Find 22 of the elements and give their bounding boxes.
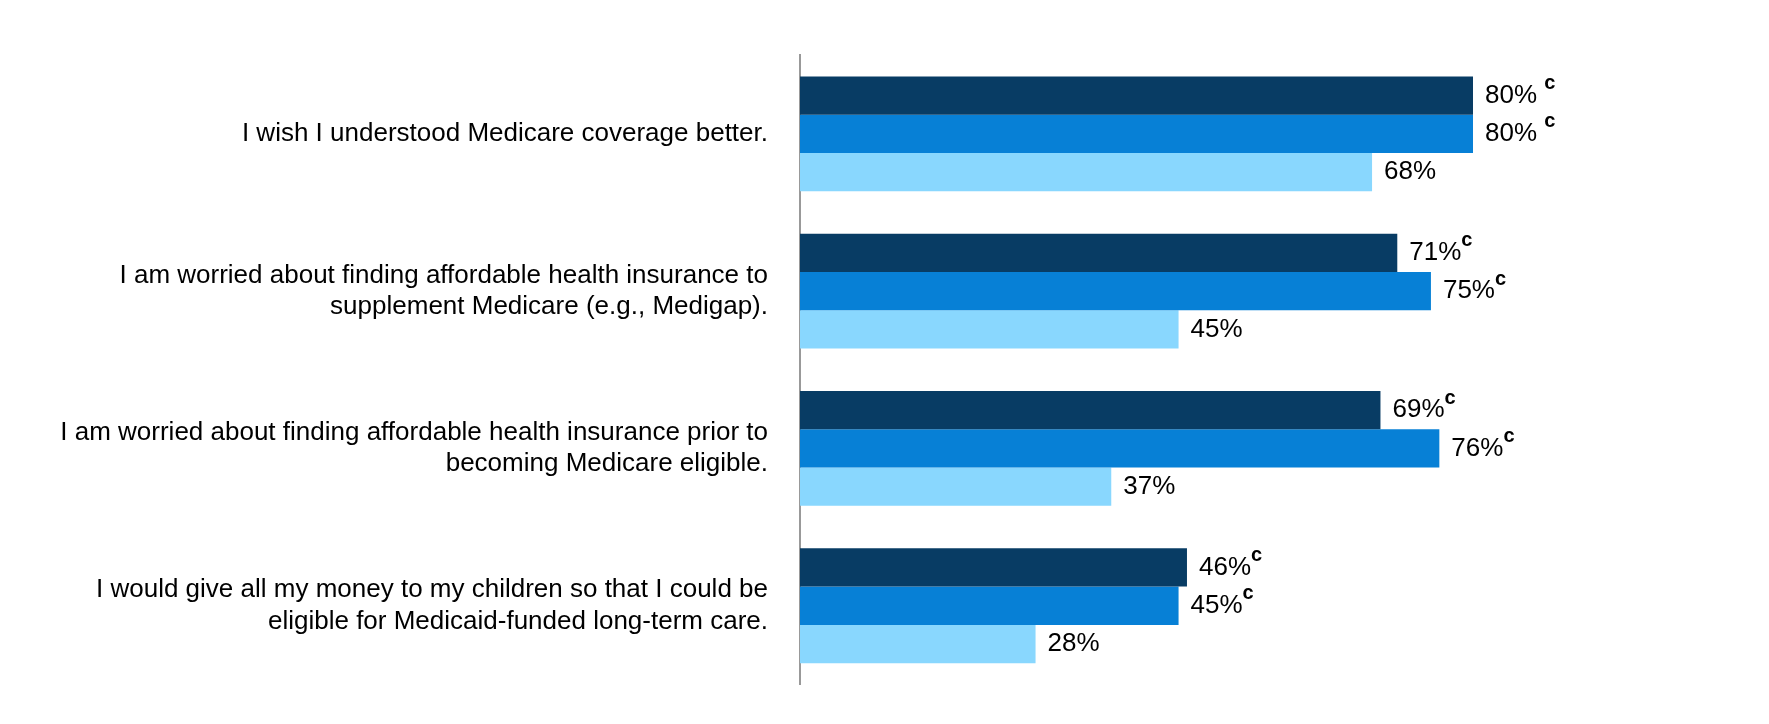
bar: [800, 310, 1179, 349]
bar: [800, 76, 1473, 115]
bar: [800, 548, 1187, 587]
bar: [800, 152, 1373, 192]
bar: [800, 624, 1036, 664]
y-tick-label: I wish I understood Medicare coverage better.: [241, 117, 768, 148]
bar: [800, 391, 1381, 430]
bar: [800, 467, 1112, 506]
bar: [800, 272, 1431, 311]
bar: [800, 114, 1473, 153]
data-label: 45%: [1190, 312, 1243, 343]
bar: [800, 586, 1179, 625]
bar: [800, 429, 1440, 468]
data-label: 28%: [1047, 627, 1100, 658]
data-label: 68%: [1384, 155, 1437, 186]
data-label: 80% c: [1485, 109, 1556, 148]
y-tick-label: I would give all my money to my children so that I could be eligible for Medicaid-funded long-term care.: [96, 573, 768, 635]
y-tick-label: I am worried about finding affordable health insurance prior to becoming Medicare eligible.: [60, 416, 768, 478]
y-tick-label: I am worried about finding affordable health insurance to supplement Medicare (e.g., Medigap).: [119, 258, 768, 320]
data-label: 80% c: [1485, 71, 1556, 109]
bar: [800, 233, 1398, 273]
data-label: 37%: [1123, 469, 1176, 500]
